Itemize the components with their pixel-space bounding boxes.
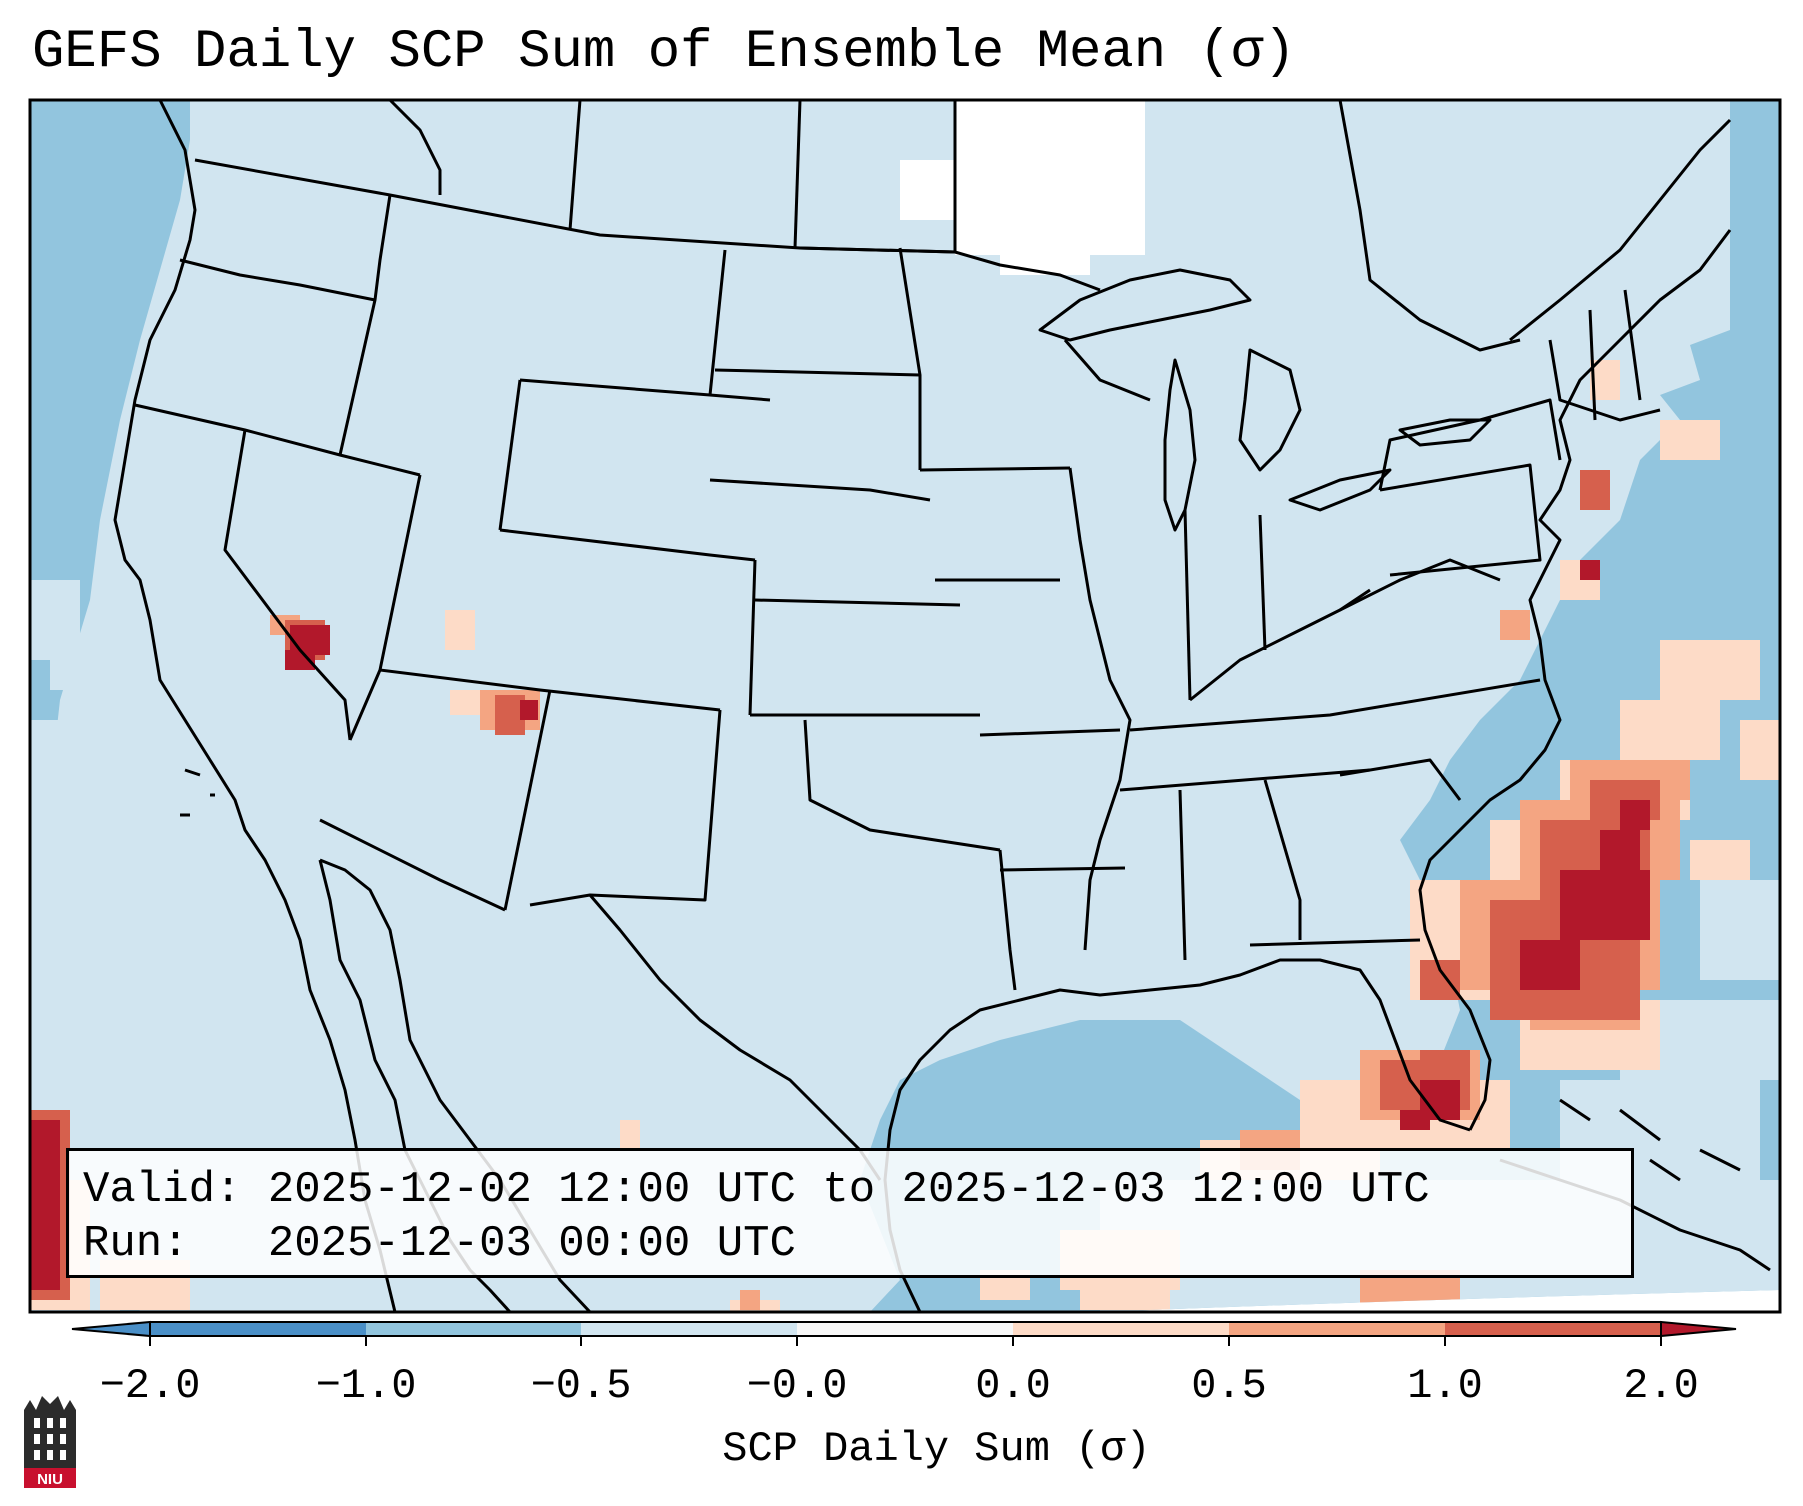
canada-province-line-3 — [793, 99, 802, 249]
state-border-az-mx — [319, 818, 506, 912]
state-border-nc-sc — [1339, 758, 1462, 801]
state-border-in-oh — [1258, 514, 1267, 651]
east-coastline — [1418, 229, 1732, 1131]
state-border-wy-co — [499, 528, 756, 562]
colorbar-label: SCP Daily Sum (σ) — [722, 1425, 1151, 1473]
state-border-tx-mx — [588, 894, 882, 1181]
state-border-tx-la — [998, 849, 1017, 991]
state-border-ny — [1378, 398, 1562, 491]
state-border-mn-ia — [919, 466, 1071, 472]
land-field — [40, 100, 1730, 1312]
niu-logo: NIU — [24, 1396, 76, 1488]
bahamas-islands — [1559, 1098, 1741, 1182]
canada-province-line — [388, 98, 442, 195]
map-frame — [28, 98, 1782, 1314]
colorbar-segment — [1013, 1322, 1229, 1336]
colorbar-tick-label: −0.0 — [746, 1362, 848, 1410]
state-border-or-ca-nv-id — [134, 403, 421, 477]
lake-superior — [1038, 268, 1252, 342]
run-time: Run: 2025-12-03 00:00 UTC — [83, 1219, 796, 1269]
state-border-wa-or — [179, 258, 376, 302]
lake-michigan — [1163, 358, 1197, 532]
state-border-nm-tx — [529, 709, 722, 907]
state-border-wi-mi — [1063, 339, 1151, 402]
canada-province-line-2 — [568, 99, 582, 231]
state-border-sd-ne — [709, 478, 931, 502]
colorbar-segment — [581, 1322, 797, 1336]
state-border-nv-ca — [223, 429, 352, 741]
positive-anomaly-dark-red — [30, 560, 1650, 1290]
colorbar-tick-label: 0.5 — [1191, 1362, 1267, 1410]
state-border-ga-fl — [1249, 938, 1421, 947]
state-border-az-nm — [503, 689, 552, 911]
map-title: GEFS Daily SCP Sum of Ensemble Mean (σ) — [32, 22, 1296, 83]
state-border-al-ga — [1263, 779, 1302, 940]
state-border-nd-mn — [898, 247, 922, 470]
colorbar — [71, 1320, 1737, 1346]
state-border-ar-la — [999, 866, 1126, 872]
quebec-coast — [1509, 118, 1732, 342]
colorbar-tick-label: −1.0 — [315, 1362, 417, 1410]
valid-time: Valid: 2025-12-02 12:00 UTC to 2025-12-0… — [83, 1165, 1430, 1215]
state-border-ms-al — [1178, 789, 1187, 961]
colorbar-segment — [150, 1322, 366, 1336]
boundaries — [113, 98, 1771, 1314]
validity-info-box: Valid: 2025-12-02 12:00 UTC to 2025-12-0… — [66, 1148, 1634, 1278]
state-border-ne-ks — [754, 598, 961, 607]
canada-province-line-4 — [799, 100, 957, 254]
colorbar-segment — [797, 1322, 1013, 1336]
colorbar-segment — [366, 1322, 581, 1336]
map-field — [30, 100, 1780, 1312]
colorbar-frame — [149, 1321, 1662, 1337]
state-border-ky-tn — [1129, 678, 1541, 732]
state-border-new-england — [1548, 339, 1661, 422]
state-border-ut-az — [379, 668, 721, 712]
state-border-ok-tx — [803, 719, 1001, 852]
colorbar-extend-low — [71, 1320, 151, 1338]
state-border-nd-sd — [714, 368, 921, 377]
state-border-mississippi-river — [1068, 467, 1132, 951]
colorbar-tick-label: 0.0 — [975, 1362, 1051, 1410]
ontario-quebec-line — [1338, 99, 1521, 352]
gulf-coastline — [883, 958, 1471, 1313]
colorbar-tick-marks — [149, 1336, 1662, 1346]
channel-islands — [180, 768, 215, 817]
state-border-me-nh — [1623, 289, 1642, 401]
lake-erie — [1288, 468, 1392, 512]
colorbar-tick-label: 1.0 — [1407, 1362, 1483, 1410]
lake-ontario — [1398, 418, 1492, 447]
colorbar-segment — [1445, 1322, 1661, 1336]
state-border-co-ks — [748, 559, 757, 716]
state-border-il-in — [1183, 509, 1192, 701]
colorbar-tick-label: −0.5 — [530, 1362, 632, 1410]
state-border-mt-nd — [708, 249, 727, 396]
lake-huron — [1238, 348, 1302, 472]
colorbar-segment — [1229, 1322, 1445, 1336]
colorbar-tick-label: 2.0 — [1623, 1362, 1699, 1410]
state-border-tn-al-ga — [1119, 768, 1371, 792]
state-border-ut-co — [498, 379, 522, 531]
logo-text: NIU — [37, 1471, 63, 1488]
colorbar-extend-high — [1660, 1320, 1737, 1338]
state-border-va-wv — [1339, 558, 1501, 612]
colorbar-tick-label: −2.0 — [99, 1362, 201, 1410]
state-border-id-mt — [338, 194, 392, 456]
state-border-vt-nh — [1588, 309, 1597, 421]
west-coastline — [113, 99, 397, 1313]
state-border-mo-ar — [979, 728, 1121, 737]
